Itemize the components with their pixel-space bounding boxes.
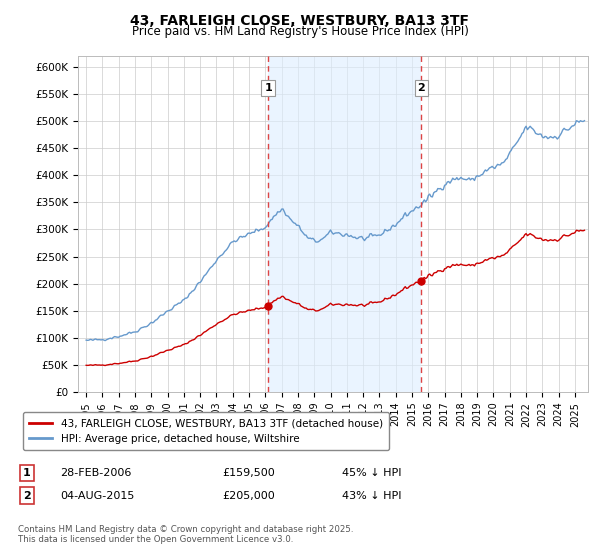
Text: Price paid vs. HM Land Registry's House Price Index (HPI): Price paid vs. HM Land Registry's House … <box>131 25 469 38</box>
Text: Contains HM Land Registry data © Crown copyright and database right 2025.
This d: Contains HM Land Registry data © Crown c… <box>18 525 353 544</box>
Legend: 43, FARLEIGH CLOSE, WESTBURY, BA13 3TF (detached house), HPI: Average price, det: 43, FARLEIGH CLOSE, WESTBURY, BA13 3TF (… <box>23 412 389 450</box>
Text: £205,000: £205,000 <box>222 491 275 501</box>
Text: 04-AUG-2015: 04-AUG-2015 <box>60 491 134 501</box>
Text: 43, FARLEIGH CLOSE, WESTBURY, BA13 3TF: 43, FARLEIGH CLOSE, WESTBURY, BA13 3TF <box>131 14 470 28</box>
Text: 45% ↓ HPI: 45% ↓ HPI <box>342 468 401 478</box>
Text: 1: 1 <box>23 468 31 478</box>
Text: 28-FEB-2006: 28-FEB-2006 <box>60 468 131 478</box>
Text: 43% ↓ HPI: 43% ↓ HPI <box>342 491 401 501</box>
Text: £159,500: £159,500 <box>222 468 275 478</box>
Text: 2: 2 <box>418 83 425 93</box>
Text: 2: 2 <box>23 491 31 501</box>
Bar <box>268 56 421 392</box>
Text: 1: 1 <box>264 83 272 93</box>
